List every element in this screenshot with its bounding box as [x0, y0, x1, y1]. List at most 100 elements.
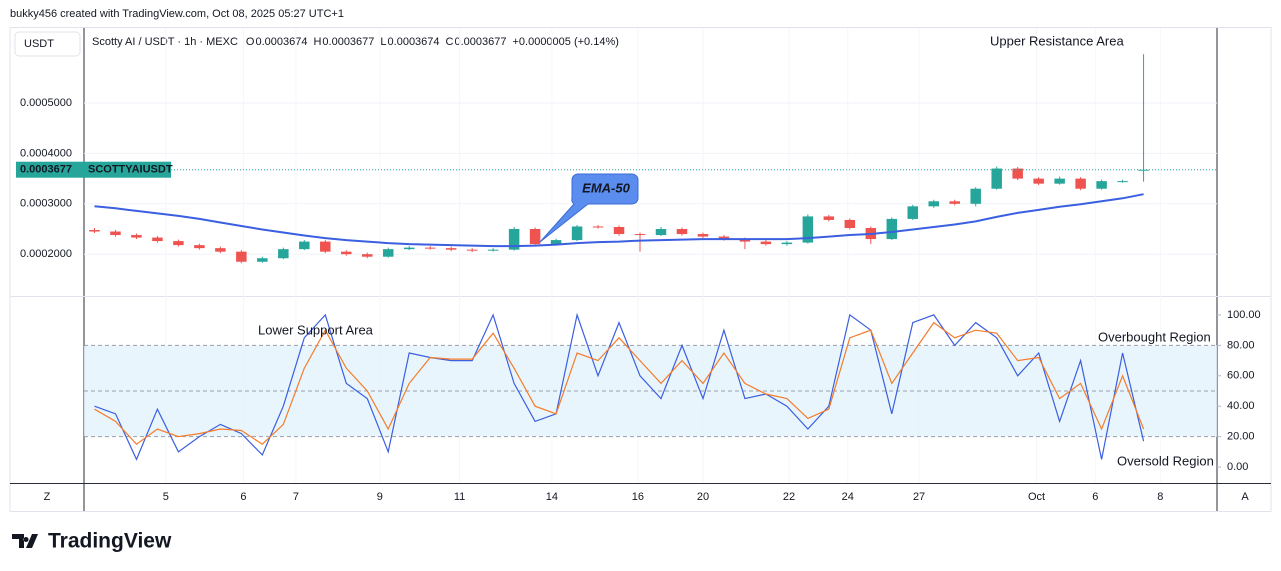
- candle-body: [1117, 181, 1128, 183]
- y-tick-label: 0.0005000: [20, 97, 72, 109]
- candle-body: [89, 230, 100, 232]
- x-tick-label: 14: [546, 491, 558, 503]
- candle-body: [571, 226, 583, 241]
- x-tick-label: 6: [240, 491, 246, 503]
- candle-body: [970, 188, 981, 204]
- annotation: Lower Support Area: [258, 322, 374, 337]
- legend-value: 0.0003677: [454, 36, 506, 48]
- legend-change: +0.0000005 (+0.14%): [512, 36, 618, 48]
- candle-body: [445, 248, 457, 250]
- y-tick-label: 40.00: [1227, 400, 1255, 412]
- oscillator-line: [94, 321, 1145, 445]
- candle-body: [215, 248, 226, 252]
- candle-body: [718, 236, 730, 240]
- annotation: Oversold Region: [1117, 453, 1214, 468]
- candle-body: [403, 247, 415, 250]
- candle-body: [550, 240, 562, 245]
- candle-body: [382, 249, 394, 257]
- candle-body: [194, 245, 205, 249]
- x-tick-label: 5: [163, 491, 169, 503]
- callout-label: EMA-50: [582, 180, 630, 195]
- auto-toggle[interactable]: A: [1241, 491, 1249, 503]
- y-tick-label: 20.00: [1227, 431, 1255, 443]
- legend-key: L: [380, 36, 386, 48]
- oscillator-line: [94, 312, 1145, 461]
- x-tick-label: 6: [1092, 491, 1098, 503]
- legend-key: H: [313, 36, 321, 48]
- candle-body: [739, 239, 751, 242]
- candle-body: [424, 247, 436, 249]
- candle-body: [320, 241, 331, 252]
- legend: Scotty AI / USDT · 1h · MEXC O 0.0003674 H 0…: [92, 36, 619, 48]
- legend-key: C: [446, 36, 454, 48]
- candle-body: [152, 237, 163, 242]
- legend-symbol: Scotty AI / USDT · 1h · MEXC: [92, 36, 238, 48]
- x-tick-label: 7: [293, 491, 299, 503]
- last-price-badge: [16, 161, 171, 178]
- level-band: [84, 345, 1217, 437]
- currency-button-label: USDT: [24, 38, 54, 50]
- annotation: Overbought Region: [1098, 329, 1211, 344]
- x-tick-label: 20: [697, 491, 709, 503]
- candle-body: [257, 258, 268, 262]
- candle-body: [529, 229, 541, 245]
- y-tick-label: 80.00: [1227, 339, 1255, 351]
- candle-body: [236, 251, 247, 262]
- chart-frame: [9, 27, 1272, 512]
- x-tick-label: 22: [783, 491, 795, 503]
- x-tick-label: 27: [913, 491, 925, 503]
- candle-body: [466, 249, 478, 251]
- candle-body: [362, 254, 373, 257]
- candle-body: [341, 251, 352, 255]
- candle-body: [1033, 178, 1044, 184]
- candle-body: [299, 241, 310, 250]
- candle-body: [781, 242, 793, 245]
- candle-body: [1096, 181, 1107, 189]
- legend-value: 0.0003674: [255, 36, 307, 48]
- y-tick-label: 0.0004000: [20, 147, 72, 159]
- candle-body: [802, 216, 814, 243]
- candle-body: [697, 234, 709, 237]
- x-tick-label: 9: [377, 491, 383, 503]
- y-tick-label: 0.0003000: [20, 198, 72, 210]
- candle-body: [655, 229, 667, 236]
- candle-body: [886, 218, 898, 240]
- candle-body: [1054, 178, 1065, 184]
- candle-body: [110, 231, 121, 236]
- candle-body: [508, 229, 520, 250]
- candle-body: [928, 201, 939, 207]
- currency-button[interactable]: [14, 31, 81, 57]
- last-price-label: 0.0003677: [20, 164, 72, 176]
- candle-body: [1075, 178, 1086, 189]
- x-tick-label: 8: [1157, 491, 1163, 503]
- y-tick-label: 0.00: [1227, 461, 1248, 473]
- candle-body: [1012, 168, 1023, 179]
- credit: bukky456 created with TradingView.com, O…: [10, 8, 344, 20]
- candle-body: [760, 241, 772, 245]
- x-tick-label: Oct: [1028, 491, 1045, 503]
- candle-body: [173, 241, 184, 246]
- x-tick-label: 24: [842, 491, 854, 503]
- y-tick-label: 0.0002000: [20, 248, 72, 260]
- x-tick-label: 11: [454, 491, 465, 503]
- candle-body: [991, 168, 1002, 189]
- y-tick-label: 60.00: [1227, 370, 1255, 382]
- ema-line: [94, 193, 1144, 248]
- candle-body: [907, 206, 919, 219]
- candle-body: [676, 229, 688, 235]
- x-tick-label: 16: [632, 491, 644, 503]
- y-tick-label: 100.00: [1227, 309, 1261, 321]
- log-toggle[interactable]: Z: [44, 491, 51, 503]
- logo-text: TradingView: [48, 530, 172, 553]
- candle-body: [278, 249, 289, 259]
- legend-value: 0.0003674: [388, 36, 440, 48]
- candle-body: [613, 226, 625, 235]
- candle-body: [131, 235, 142, 238]
- candle-body: [487, 249, 499, 251]
- legend-key: O: [246, 36, 255, 48]
- candle-body: [949, 201, 960, 204]
- legend-value: 0.0003677: [322, 36, 374, 48]
- candle-body: [844, 219, 856, 228]
